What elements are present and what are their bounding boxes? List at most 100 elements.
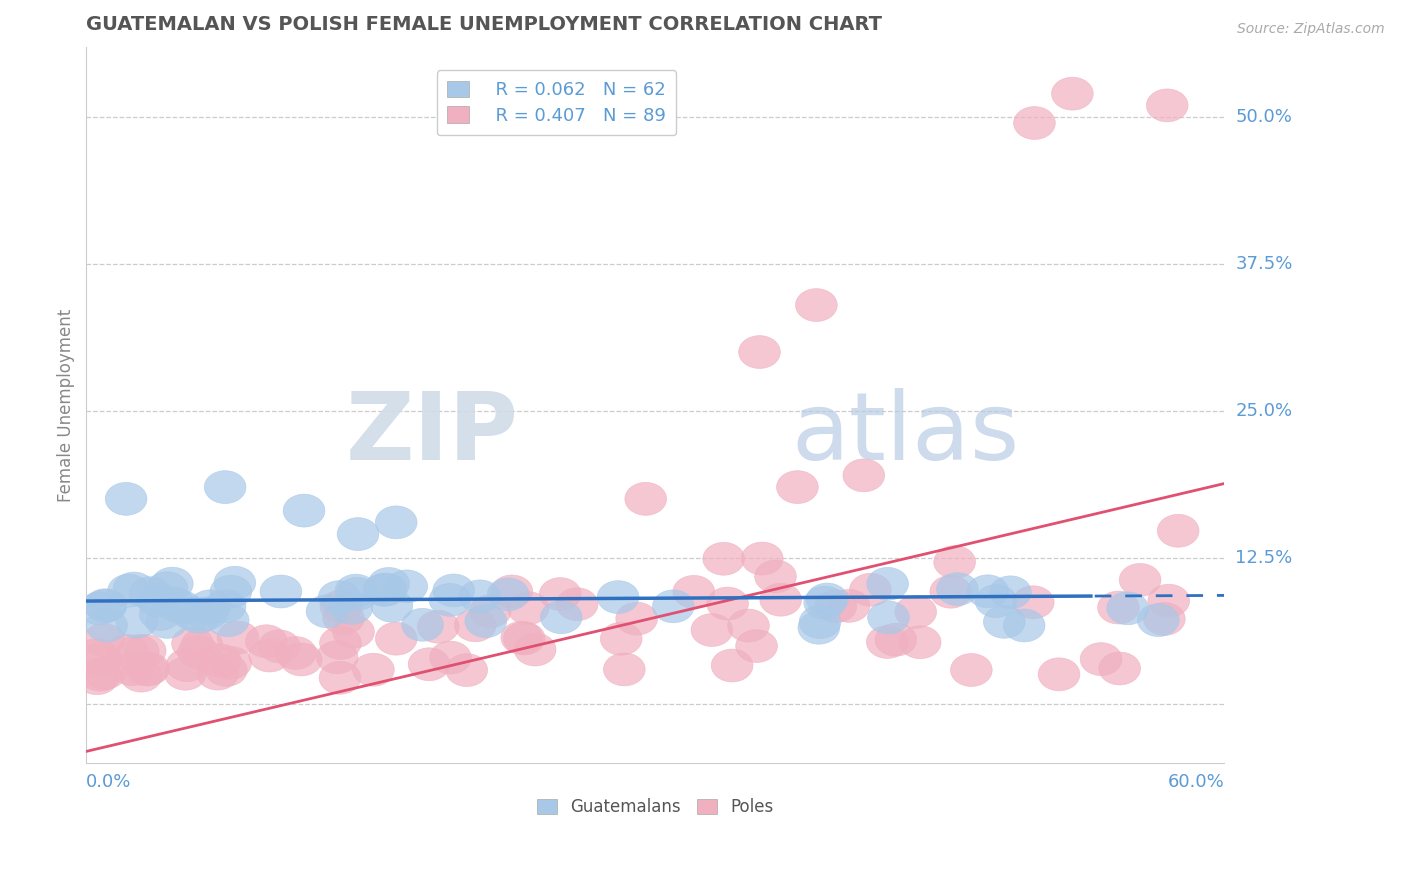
Ellipse shape: [1107, 592, 1149, 624]
Ellipse shape: [139, 598, 181, 631]
Ellipse shape: [330, 591, 373, 624]
Ellipse shape: [337, 517, 378, 550]
Ellipse shape: [804, 586, 845, 619]
Ellipse shape: [454, 609, 496, 641]
Ellipse shape: [868, 601, 910, 634]
Ellipse shape: [1098, 591, 1139, 624]
Ellipse shape: [1012, 586, 1054, 619]
Ellipse shape: [319, 661, 361, 694]
Ellipse shape: [80, 643, 121, 675]
Ellipse shape: [967, 574, 1008, 607]
Ellipse shape: [217, 621, 259, 654]
Ellipse shape: [335, 574, 377, 607]
Ellipse shape: [433, 574, 475, 607]
Ellipse shape: [186, 597, 228, 630]
Ellipse shape: [319, 626, 361, 659]
Ellipse shape: [934, 546, 976, 579]
Text: 0.0%: 0.0%: [86, 772, 132, 790]
Ellipse shape: [866, 625, 908, 658]
Ellipse shape: [1137, 604, 1180, 637]
Ellipse shape: [76, 639, 118, 672]
Ellipse shape: [866, 567, 908, 600]
Ellipse shape: [875, 624, 917, 657]
Ellipse shape: [280, 643, 322, 676]
Ellipse shape: [165, 657, 207, 690]
Ellipse shape: [776, 471, 818, 504]
Ellipse shape: [673, 575, 714, 608]
Ellipse shape: [690, 614, 733, 647]
Y-axis label: Female Unemployment: Female Unemployment: [58, 309, 75, 501]
Ellipse shape: [363, 574, 405, 607]
Ellipse shape: [799, 611, 839, 644]
Ellipse shape: [375, 623, 418, 655]
Ellipse shape: [177, 636, 219, 669]
Ellipse shape: [146, 572, 188, 605]
Ellipse shape: [127, 653, 167, 686]
Ellipse shape: [197, 657, 239, 690]
Ellipse shape: [153, 587, 194, 620]
Ellipse shape: [1147, 584, 1189, 617]
Ellipse shape: [470, 595, 510, 628]
Ellipse shape: [755, 560, 796, 593]
Ellipse shape: [249, 639, 291, 672]
Ellipse shape: [200, 644, 240, 677]
Ellipse shape: [603, 653, 645, 686]
Ellipse shape: [616, 602, 658, 635]
Legend: Guatemalans, Poles: Guatemalans, Poles: [527, 789, 783, 827]
Ellipse shape: [166, 648, 208, 681]
Ellipse shape: [515, 633, 555, 666]
Ellipse shape: [385, 570, 427, 603]
Text: Source: ZipAtlas.com: Source: ZipAtlas.com: [1237, 22, 1385, 37]
Ellipse shape: [983, 606, 1025, 639]
Ellipse shape: [503, 622, 546, 655]
Ellipse shape: [488, 578, 529, 611]
Ellipse shape: [84, 589, 127, 622]
Ellipse shape: [76, 662, 118, 695]
Ellipse shape: [84, 657, 127, 690]
Ellipse shape: [738, 335, 780, 368]
Ellipse shape: [316, 640, 359, 673]
Ellipse shape: [190, 590, 231, 623]
Ellipse shape: [209, 647, 252, 680]
Ellipse shape: [177, 600, 219, 633]
Ellipse shape: [83, 624, 125, 657]
Text: ZIP: ZIP: [346, 387, 519, 480]
Ellipse shape: [152, 567, 193, 600]
Ellipse shape: [759, 583, 801, 616]
Ellipse shape: [652, 590, 695, 623]
Ellipse shape: [260, 575, 302, 608]
Ellipse shape: [796, 289, 837, 321]
Ellipse shape: [323, 601, 364, 634]
Ellipse shape: [828, 590, 870, 623]
Ellipse shape: [799, 606, 841, 639]
Ellipse shape: [1004, 609, 1045, 642]
Ellipse shape: [501, 621, 543, 654]
Text: 50.0%: 50.0%: [1236, 108, 1292, 126]
Ellipse shape: [366, 573, 406, 606]
Ellipse shape: [86, 590, 127, 623]
Ellipse shape: [259, 630, 299, 663]
Ellipse shape: [1038, 658, 1080, 690]
Ellipse shape: [1157, 515, 1199, 547]
Ellipse shape: [990, 576, 1032, 608]
Ellipse shape: [307, 595, 347, 628]
Ellipse shape: [976, 584, 1017, 617]
Ellipse shape: [204, 590, 246, 623]
Ellipse shape: [129, 577, 170, 609]
Ellipse shape: [207, 604, 249, 637]
Text: 12.5%: 12.5%: [1236, 549, 1292, 566]
Ellipse shape: [1099, 652, 1140, 685]
Ellipse shape: [115, 605, 157, 638]
Ellipse shape: [283, 494, 325, 527]
Ellipse shape: [204, 471, 246, 504]
Ellipse shape: [246, 624, 287, 657]
Ellipse shape: [900, 626, 941, 658]
Ellipse shape: [274, 637, 316, 669]
Ellipse shape: [446, 654, 488, 687]
Ellipse shape: [929, 575, 972, 608]
Ellipse shape: [894, 596, 936, 628]
Ellipse shape: [117, 635, 159, 667]
Text: GUATEMALAN VS POLISH FEMALE UNEMPLOYMENT CORRELATION CHART: GUATEMALAN VS POLISH FEMALE UNEMPLOYMENT…: [86, 15, 883, 34]
Ellipse shape: [86, 609, 128, 642]
Ellipse shape: [375, 506, 418, 539]
